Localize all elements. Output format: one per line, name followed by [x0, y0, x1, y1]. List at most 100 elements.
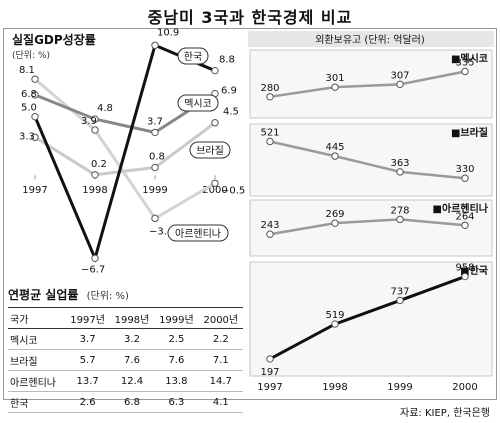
table-cell: 한국: [8, 391, 66, 413]
gdp-data-label: 0.8: [149, 152, 165, 163]
gdp-legend-label: 브라질: [196, 145, 224, 157]
fx-data-label: 445: [325, 142, 344, 153]
fx-data-label: 197: [260, 367, 279, 378]
fx-x-tick-label: 2000: [452, 382, 477, 393]
gdp-point: [91, 126, 99, 134]
gdp-point: [91, 115, 99, 123]
table-cell: 13.7: [65, 370, 110, 392]
gdp-data-label: −3.4: [149, 226, 173, 237]
gdp-point: [31, 75, 39, 83]
gdp-series-line: [34, 92, 216, 135]
page-title: 중남미 3국과 한국경제 비교: [147, 8, 353, 27]
gdp-data-label: 6.9: [221, 86, 237, 97]
unemployment-title: 연평균 실업률 (단위: %): [8, 286, 243, 303]
fx-data-label: 280: [260, 83, 279, 94]
gdp-legend-box: [177, 47, 209, 65]
gdp-data-label: 3.7: [147, 116, 163, 127]
gdp-data-label: 4.5: [223, 107, 239, 118]
fx-series-label: ■브라질: [451, 126, 488, 139]
table-row: 멕시코 3.7 3.2 2.5 2.2: [8, 328, 243, 350]
gdp-unit-note: (단위: %): [12, 50, 50, 61]
table-header-row: 국가 1997년 1998년 1999년 2000년: [8, 307, 243, 329]
table-cell: 13.8: [154, 370, 199, 392]
fx-point: [396, 215, 404, 224]
gdp-data-label: 8.1: [19, 65, 35, 76]
gdp-data-label: 3.3: [19, 131, 35, 142]
table-cell: 2.5: [154, 328, 199, 350]
fx-panel-bg: [249, 123, 493, 197]
col-header: 국가: [8, 307, 66, 329]
gdp-chart-title: 실질GDP성장률: [12, 32, 96, 47]
unemployment-table-panel: 연평균 실업률 (단위: %) 국가 1997년 1998년 1999년 200…: [8, 286, 243, 413]
table-cell: 7.6: [109, 349, 155, 371]
gdp-point: [151, 128, 159, 137]
col-header: 1997년: [65, 307, 110, 329]
table-cell: 5.7: [65, 349, 110, 371]
fx-panel-bg: [249, 49, 493, 119]
table-cell: 6.3: [154, 391, 199, 413]
fx-data-label: 243: [260, 220, 279, 231]
fx-point: [461, 67, 469, 76]
fx-point: [396, 296, 404, 305]
table-cell: 3.7: [65, 328, 110, 350]
gdp-data-label: 0.2: [91, 159, 107, 170]
fx-point: [461, 174, 469, 182]
fx-point: [266, 230, 274, 238]
fx-series-label: ■멕시코: [451, 52, 488, 65]
gdp-data-label: 6.8: [21, 89, 37, 100]
gdp-x-tick-label: 1998: [82, 185, 107, 196]
fx-panel-bg: [249, 199, 493, 257]
table-row: 브라질 5.7 7.6 7.6 7.1: [8, 349, 243, 371]
fx-data-label: 330: [455, 164, 474, 175]
gdp-point: [151, 214, 159, 223]
gdp-legend-label: 한국: [184, 51, 202, 63]
fx-point: [331, 83, 339, 91]
gdp-point: [211, 179, 219, 187]
col-header: 1998년: [109, 307, 155, 329]
gdp-legend-label: 멕시코: [184, 98, 212, 110]
fx-title: 외환보유고 (단위: 억달러): [315, 33, 425, 46]
fx-data-label: 301: [325, 73, 344, 84]
gdp-series-line: [34, 121, 216, 177]
table-cell: 아르헨티나: [8, 370, 66, 392]
fx-point: [331, 320, 339, 328]
unemployment-table: 국가 1997년 1998년 1999년 2000년 멕시코 3.7 3.2 2…: [8, 307, 243, 413]
fx-data-label: 521: [260, 128, 279, 139]
fx-point: [266, 137, 274, 146]
gdp-data-label: 8.8: [219, 55, 235, 66]
table-cell: 2.2: [198, 328, 243, 350]
fx-series-line: [269, 140, 466, 180]
fx-data-label: 519: [325, 310, 344, 321]
gdp-point: [211, 119, 219, 127]
gdp-legend-box: [177, 94, 219, 112]
gdp-point: [31, 91, 39, 99]
fx-point: [331, 152, 339, 160]
gdp-point: [31, 133, 39, 141]
gdp-data-label: 10.9: [157, 27, 179, 38]
fx-series-line: [269, 218, 466, 236]
fx-series-label: ■아르헨티나: [433, 202, 489, 215]
fx-data-label: 307: [390, 70, 409, 81]
fx-header-band: [248, 31, 494, 47]
fx-point: [461, 272, 469, 281]
fx-x-tick-label: 1999: [387, 382, 412, 393]
gdp-point: [91, 171, 99, 179]
fx-data-label: 264: [455, 211, 474, 222]
gdp-x-tick-label: 1997: [22, 185, 47, 196]
gdp-x-tick-label: 1999: [142, 185, 167, 196]
fx-x-tick-label: 1997: [257, 382, 282, 393]
gdp-data-label: 4.8: [97, 103, 113, 114]
fx-series-line: [269, 70, 466, 99]
fx-data-label: 363: [390, 158, 409, 169]
table-cell: 7.6: [154, 349, 199, 371]
unemployment-unit: (단위: %): [86, 291, 129, 302]
gdp-point: [211, 66, 219, 75]
gdp-series-line: [34, 78, 216, 221]
table-cell: 12.4: [109, 370, 155, 392]
table-cell: 3.2: [109, 328, 155, 350]
gdp-data-label: −6.7: [81, 264, 105, 275]
table-cell: 6.8: [109, 391, 155, 413]
source-note: 자료: KIEP, 한국은행: [400, 408, 490, 419]
gdp-data-label: 3.9: [81, 116, 97, 127]
